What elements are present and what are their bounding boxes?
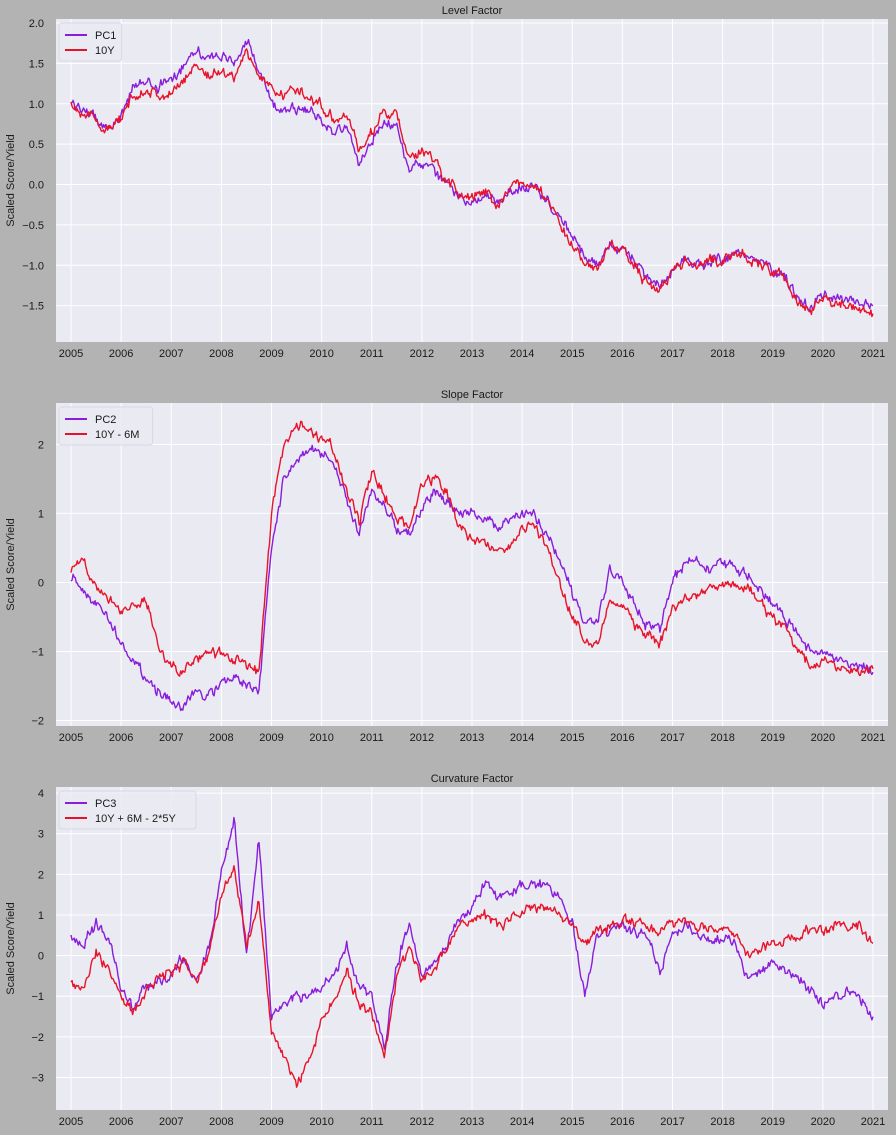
x-tick-label: 2006 — [109, 732, 133, 744]
x-tick-label: 2005 — [59, 1116, 83, 1128]
x-tick-label: 2016 — [610, 732, 634, 744]
x-tick-label: 2005 — [59, 732, 83, 744]
x-tick-label: 2019 — [760, 732, 784, 744]
legend-box — [58, 790, 197, 830]
y-axis-label: Scaled Score/Yield — [5, 902, 17, 995]
y-axis-label: Scaled Score/Yield — [5, 518, 17, 611]
y-tick-label: 4 — [38, 788, 44, 800]
legend-label: PC1 — [95, 30, 116, 42]
y-tick-label: −1 — [31, 991, 44, 1003]
x-tick-label: 2017 — [660, 348, 684, 360]
x-tick-label: 2015 — [560, 1116, 584, 1128]
y-tick-label: −1.0 — [22, 260, 44, 272]
legend-box — [58, 22, 123, 62]
y-tick-label: 2 — [38, 439, 44, 451]
legend-label: PC2 — [95, 414, 116, 426]
y-tick-label: 0.5 — [29, 139, 44, 151]
x-tick-label: 2020 — [811, 732, 835, 744]
x-tick-label: 2013 — [460, 732, 484, 744]
y-tick-label: 1 — [38, 508, 44, 520]
legend-box — [58, 406, 154, 446]
x-tick-label: 2010 — [309, 348, 333, 360]
x-tick-label: 2014 — [510, 732, 534, 744]
legend-label: PC3 — [95, 798, 116, 810]
legend-label: 10Y — [95, 45, 115, 57]
x-tick-label: 2019 — [760, 1116, 784, 1128]
x-tick-label: 2007 — [159, 732, 183, 744]
x-tick-label: 2017 — [660, 1116, 684, 1128]
chart-title: Level Factor — [442, 5, 503, 17]
y-tick-label: 3 — [38, 829, 44, 841]
chart-panel-1: 2005 2006 2007 2008 2009 2010 2011 2012 2013 2014… — [5, 5, 888, 360]
x-tick-label: 2021 — [861, 732, 885, 744]
x-tick-label: 2006 — [109, 1116, 133, 1128]
x-tick-label: 2016 — [610, 348, 634, 360]
x-tick-label: 2013 — [460, 1116, 484, 1128]
y-tick-label: 1 — [38, 910, 44, 922]
x-tick-label: 2014 — [510, 1116, 534, 1128]
x-tick-label: 2012 — [410, 732, 434, 744]
x-tick-label: 2021 — [861, 1116, 885, 1128]
y-tick-label: −1 — [31, 646, 44, 658]
x-tick-label: 2011 — [360, 348, 384, 360]
x-tick-label: 2009 — [259, 1116, 283, 1128]
y-axis-label: Scaled Score/Yield — [5, 134, 17, 227]
x-tick-label: 2015 — [560, 732, 584, 744]
chart-panel-3: 2005 2006 2007 2008 2009 2010 2011 2012 2013 2014… — [5, 773, 888, 1128]
x-tick-label: 2009 — [259, 348, 283, 360]
y-tick-label: −0.5 — [22, 220, 44, 232]
y-tick-label: 0.0 — [29, 180, 44, 192]
x-tick-label: 2014 — [510, 348, 534, 360]
x-tick-label: 2008 — [209, 732, 233, 744]
x-tick-label: 2020 — [811, 1116, 835, 1128]
x-tick-label: 2009 — [259, 732, 283, 744]
x-tick-label: 2006 — [109, 348, 133, 360]
x-tick-label: 2008 — [209, 348, 233, 360]
x-tick-label: 2011 — [360, 1116, 384, 1128]
x-tick-label: 2017 — [660, 732, 684, 744]
x-tick-label: 2020 — [811, 348, 835, 360]
x-tick-label: 2016 — [610, 1116, 634, 1128]
x-tick-label: 2007 — [159, 348, 183, 360]
y-tick-label: 2.0 — [29, 18, 44, 30]
y-tick-label: 0 — [38, 951, 44, 963]
series-line-10y-6m — [70, 420, 874, 677]
x-tick-label: 2021 — [861, 348, 885, 360]
y-tick-label: 1.0 — [29, 99, 44, 111]
x-tick-label: 2015 — [560, 348, 584, 360]
x-tick-label: 2018 — [710, 1116, 734, 1128]
x-tick-label: 2008 — [209, 1116, 233, 1128]
x-tick-label: 2011 — [360, 732, 384, 744]
x-tick-label: 2007 — [159, 1116, 183, 1128]
x-tick-label: 2019 — [760, 348, 784, 360]
series-line-10y-6m-2-5y — [70, 865, 874, 1088]
y-tick-label: 1.5 — [29, 58, 44, 70]
x-tick-label: 2010 — [309, 732, 333, 744]
chart-panel-2: 2005 2006 2007 2008 2009 2010 2011 2012 2013 2014… — [5, 389, 888, 744]
x-tick-label: 2012 — [410, 1116, 434, 1128]
x-tick-label: 2005 — [59, 348, 83, 360]
x-tick-label: 2010 — [309, 1116, 333, 1128]
x-tick-label: 2018 — [710, 348, 734, 360]
x-tick-label: 2012 — [410, 348, 434, 360]
chart-title: Curvature Factor — [431, 773, 514, 785]
y-tick-label: 0 — [38, 577, 44, 589]
chart-title: Slope Factor — [441, 389, 504, 401]
series-line-10y — [70, 48, 874, 318]
legend-label: 10Y - 6M — [95, 429, 139, 441]
legend-label: 10Y + 6M - 2*5Y — [95, 813, 176, 825]
x-tick-label: 2013 — [460, 348, 484, 360]
y-tick-label: −2 — [31, 715, 44, 727]
x-tick-label: 2018 — [710, 732, 734, 744]
y-tick-label: −1.5 — [22, 301, 44, 313]
series-line-pc3 — [70, 816, 874, 1050]
y-tick-label: −3 — [31, 1072, 44, 1084]
y-tick-label: −2 — [31, 1032, 44, 1044]
series-line-pc2 — [70, 444, 874, 712]
y-tick-label: 2 — [38, 869, 44, 881]
